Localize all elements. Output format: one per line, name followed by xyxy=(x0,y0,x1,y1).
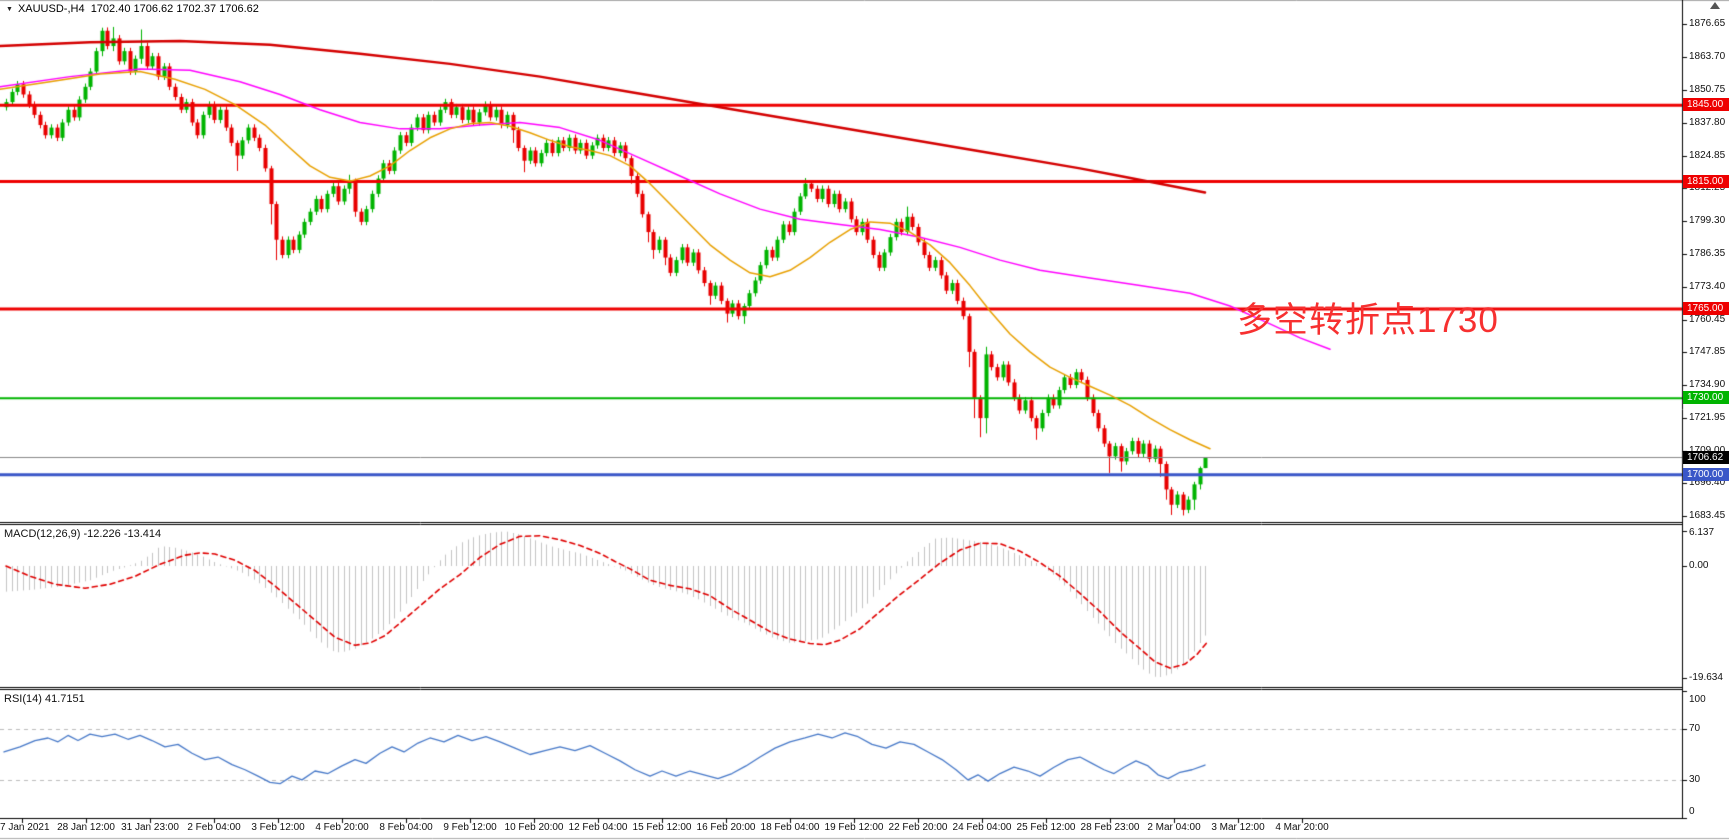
chart-canvas[interactable] xyxy=(0,0,1729,840)
trading-chart-window: { "header": { "dropdown_icon": "▼", "sym… xyxy=(0,0,1729,840)
